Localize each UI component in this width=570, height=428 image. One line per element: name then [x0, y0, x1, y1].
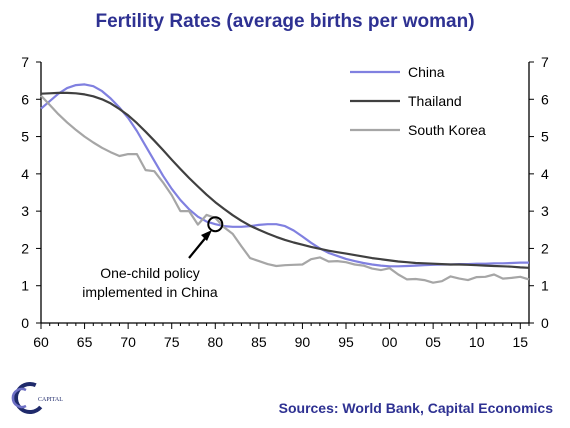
x-tick-label: 60 — [33, 334, 49, 350]
legend-label-thailand: Thailand — [408, 93, 462, 109]
x-tick-label: 00 — [382, 334, 398, 350]
logo: CAPITAL — [11, 382, 63, 414]
series-line-thailand — [40, 91, 530, 269]
x-tick-label: 65 — [77, 334, 93, 350]
annotation-arrow-head — [201, 230, 212, 241]
y-tick-label-left: 5 — [21, 129, 29, 145]
y-tick-label-right: 1 — [541, 278, 549, 294]
x-tick-label: 75 — [164, 334, 180, 350]
x-tick-label: 10 — [469, 334, 485, 350]
annotation: One-child policy implemented in China — [82, 216, 224, 300]
y-tick-label-left: 6 — [21, 91, 29, 107]
chart-title: Fertility Rates (average births per woma… — [95, 11, 474, 32]
y-tick-label-right: 5 — [541, 129, 549, 145]
y-tick-label-left: 2 — [21, 240, 29, 256]
capital-economics-logo-icon — [11, 382, 46, 414]
legend: China Thailand South Korea — [350, 64, 486, 138]
legend-label-china: China — [408, 64, 445, 80]
x-tick-label: 85 — [251, 334, 267, 350]
y-tick-label-left: 3 — [21, 203, 29, 219]
annotation-arrow — [188, 235, 208, 259]
x-tick-label: 15 — [512, 334, 528, 350]
logo-text: CAPITAL — [38, 397, 63, 403]
y-tick-label-right: 4 — [541, 166, 549, 182]
x-tick-label: 05 — [425, 334, 441, 350]
y-tick-label-right: 0 — [541, 315, 549, 331]
annotation-line-1: One-child policy — [100, 265, 200, 281]
y-tick-label-left: 0 — [21, 315, 29, 331]
y-tick-label-right: 3 — [541, 203, 549, 219]
annotation-marker — [207, 216, 224, 233]
x-tick-label: 95 — [338, 334, 354, 350]
x-tick-label: 90 — [295, 334, 311, 350]
y-tick-label-right: 7 — [541, 54, 549, 70]
axes: 0 01 12 23 34 45 56 67 760 65 70 75 80 85 90 95 00 05 10 15 — [21, 54, 549, 350]
y-tick-label-right: 2 — [541, 240, 549, 256]
series-lines — [40, 83, 530, 284]
y-tick-label-right: 6 — [541, 91, 549, 107]
source-text: Sources: World Bank, Capital Economics — [279, 400, 554, 416]
x-tick-label: 70 — [120, 334, 136, 350]
y-tick-label-left: 4 — [21, 166, 29, 182]
annotation-line-2: implemented in China — [82, 284, 218, 300]
y-tick-label-left: 7 — [21, 54, 29, 70]
x-tick-label: 80 — [207, 334, 223, 350]
legend-label-south-korea: South Korea — [408, 122, 486, 138]
series-line-south-korea — [40, 94, 530, 284]
y-tick-label-left: 1 — [21, 278, 29, 294]
